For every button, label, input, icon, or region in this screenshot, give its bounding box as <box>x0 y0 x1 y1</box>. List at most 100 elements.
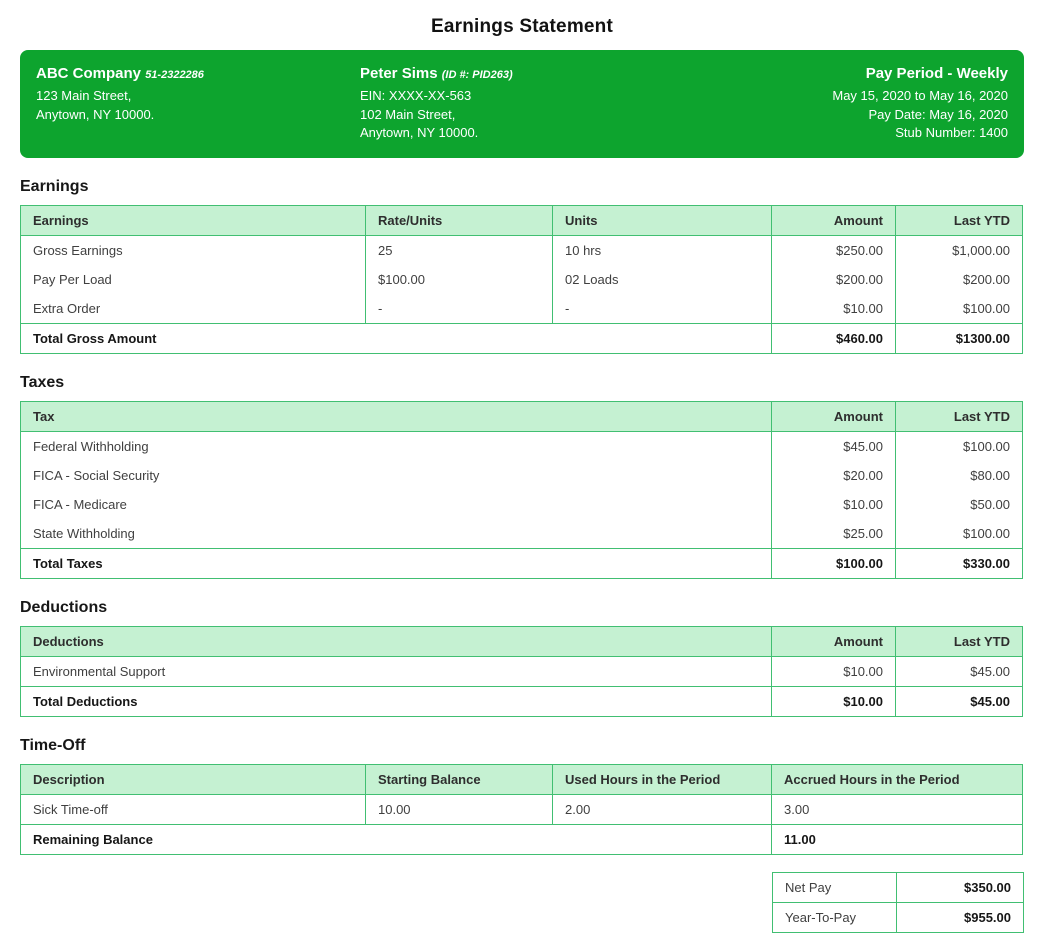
timeoff-starting: 10.00 <box>365 794 553 825</box>
tax-ytd: $100.00 <box>895 518 1023 549</box>
earning-name: Gross Earnings <box>33 242 123 258</box>
column-header-last-ytd: Last YTD <box>895 401 1023 432</box>
table-row: FICA - Medicare $10.00 $50.00 <box>21 489 1023 519</box>
earning-amount: $200.00 <box>771 264 896 294</box>
deductions-total-ytd: $45.00 <box>895 685 1023 717</box>
earning-units: 02 Loads <box>552 264 772 294</box>
stub-number: Stub Number: 1400 <box>895 125 1008 141</box>
table-row: Pay Per Load $100.00 02 Loads $200.00 $2… <box>21 264 1023 294</box>
deduction-name: Environmental Support <box>33 663 166 679</box>
tax-ytd: $80.00 <box>895 460 1023 490</box>
tax-name: Federal Withholding <box>33 438 149 454</box>
timeoff-remaining-balance: 11.00 <box>771 823 1023 855</box>
earnings-total-row: Total Gross Amount $460.00 $1300.00 <box>20 322 1023 354</box>
statement-header-band: ABC Company 51-2322286 123 Main Street, … <box>20 50 1024 158</box>
earning-name: Pay Per Load <box>33 271 112 287</box>
year-to-pay-row: Year-To-Pay $955.00 <box>772 901 1024 933</box>
column-header-amount: Amount <box>771 626 896 657</box>
company-name-line: ABC Company 51-2322286 <box>36 63 360 84</box>
net-pay-label: Net Pay <box>785 879 832 895</box>
table-row: Gross Earnings 25 10 hrs $250.00 $1,000.… <box>21 235 1023 265</box>
earning-units: - <box>552 293 772 324</box>
taxes-total-label: Total Taxes <box>20 547 772 579</box>
column-header-used-hours: Used Hours in the Period <box>552 764 772 795</box>
earning-amount: $10.00 <box>771 293 896 324</box>
employee-ein: EIN: XXXX-XX-563 <box>360 88 472 104</box>
earning-amount: $250.00 <box>771 235 896 265</box>
column-header-deductions: Deductions <box>20 626 772 657</box>
table-row: FICA - Social Security $20.00 $80.00 <box>21 460 1023 490</box>
earning-ytd: $1,000.00 <box>895 235 1023 265</box>
deductions-table: Deductions Amount Last YTD Environmental… <box>20 625 1023 717</box>
column-header-amount: Amount <box>771 401 896 432</box>
column-header-rate-units: Rate/Units <box>365 205 553 236</box>
year-to-pay-label: Year-To-Pay <box>772 901 897 933</box>
column-header-amount: Amount <box>771 205 896 236</box>
timeoff-accrued: 3.00 <box>771 794 1023 825</box>
taxes-total-row: Total Taxes $100.00 $330.00 <box>20 547 1023 579</box>
deduction-amount: $10.00 <box>771 656 896 687</box>
tax-name: FICA - Social Security <box>33 467 160 483</box>
pay-date: Pay Date: May 16, 2020 <box>868 106 1008 122</box>
page-title: Earnings Statement <box>430 16 614 37</box>
earning-units: 10 hrs <box>552 235 772 265</box>
earnings-section-heading: Earnings <box>20 177 89 195</box>
earning-rate: - <box>365 293 553 324</box>
column-header-description: Description <box>20 764 366 795</box>
tax-name: State Withholding <box>33 525 135 541</box>
column-header-starting-balance: Starting Balance <box>365 764 553 795</box>
employee-name-line: Peter Sims (ID #: PID263) <box>360 63 684 84</box>
employee-address-line2: Anytown, NY 10000. <box>360 125 479 141</box>
earning-rate: 25 <box>365 235 553 265</box>
column-header-earnings: Earnings <box>20 205 366 236</box>
pay-period-range: May 15, 2020 to May 16, 2020 <box>832 88 1008 104</box>
taxes-table: Tax Amount Last YTD Federal Withholding … <box>20 400 1023 579</box>
tax-amount: $45.00 <box>771 431 896 461</box>
earning-name: Extra Order <box>33 300 101 316</box>
timeoff-description: Sick Time-off <box>33 801 108 817</box>
net-pay-value: $350.00 <box>896 872 1024 903</box>
taxes-total-ytd: $330.00 <box>895 547 1023 579</box>
company-name: ABC Company <box>36 65 142 82</box>
earnings-total-amount: $460.00 <box>771 322 896 354</box>
earning-ytd: $200.00 <box>895 264 1023 294</box>
timeoff-section-heading: Time-Off <box>20 736 86 754</box>
column-header-last-ytd: Last YTD <box>895 626 1023 657</box>
tax-amount: $25.00 <box>771 518 896 549</box>
table-row: Federal Withholding $45.00 $100.00 <box>21 431 1023 461</box>
column-header-tax: Tax <box>20 401 772 432</box>
employee-id: (ID #: PID263) <box>441 69 513 81</box>
timeoff-total-label: Remaining Balance <box>20 823 772 855</box>
deductions-total-label: Total Deductions <box>20 685 772 717</box>
column-header-units: Units <box>552 205 772 236</box>
employee-address-line1: 102 Main Street, <box>360 106 456 122</box>
pay-period-heading: Pay Period - Weekly <box>865 65 1008 82</box>
tax-ytd: $50.00 <box>895 489 1023 519</box>
company-tax-id: 51-2322286 <box>145 69 204 81</box>
employee-name: Peter Sims <box>360 65 438 82</box>
deductions-header-row: Deductions Amount Last YTD <box>20 626 1023 657</box>
table-row: Sick Time-off 10.00 2.00 3.00 <box>21 794 1023 825</box>
company-address-line1: 123 Main Street, <box>36 88 132 104</box>
earnings-header-row: Earnings Rate/Units Units Amount Last YT… <box>20 205 1023 236</box>
tax-ytd: $100.00 <box>895 431 1023 461</box>
earnings-total-label: Total Gross Amount <box>20 322 772 354</box>
tax-name: FICA - Medicare <box>33 496 127 512</box>
column-header-accrued-hours: Accrued Hours in the Period <box>771 764 1023 795</box>
taxes-section-heading: Taxes <box>20 373 65 391</box>
employee-info: Peter Sims (ID #: PID263) EIN: XXXX-XX-5… <box>360 63 684 143</box>
deduction-ytd: $45.00 <box>895 656 1023 687</box>
company-address-line2: Anytown, NY 10000. <box>36 106 155 122</box>
table-row: Extra Order - - $10.00 $100.00 <box>21 293 1023 324</box>
deductions-total-amount: $10.00 <box>771 685 896 717</box>
table-row: State Withholding $25.00 $100.00 <box>21 518 1023 549</box>
year-to-pay-value: $955.00 <box>896 901 1024 933</box>
taxes-header-row: Tax Amount Last YTD <box>20 401 1023 432</box>
net-pay-summary-table: Net Pay $350.00 Year-To-Pay $955.00 <box>772 871 1024 933</box>
deductions-total-row: Total Deductions $10.00 $45.00 <box>20 685 1023 717</box>
table-row: Environmental Support $10.00 $45.00 <box>21 656 1023 687</box>
net-pay-row: Net Pay $350.00 <box>773 872 1024 903</box>
tax-amount: $20.00 <box>771 460 896 490</box>
earning-rate: $100.00 <box>365 264 553 294</box>
earnings-total-ytd: $1300.00 <box>895 322 1023 354</box>
